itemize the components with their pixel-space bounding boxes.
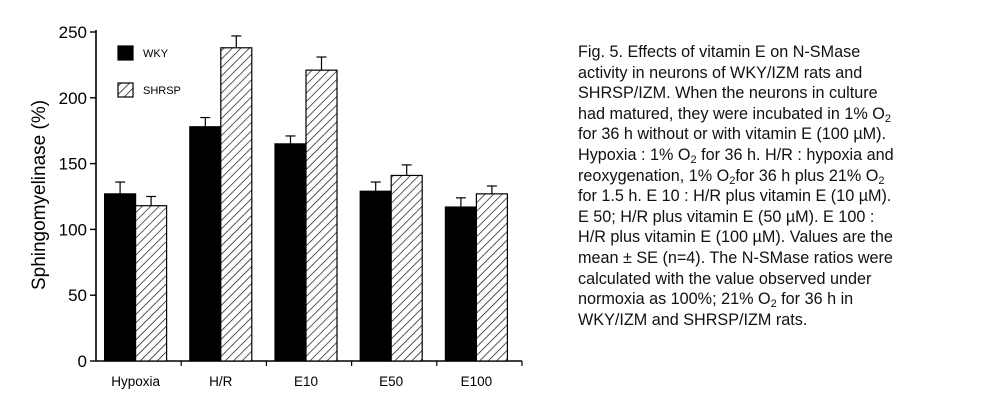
caption-line: Fig. 5. Effects of vitamin E on N-SMase	[578, 43, 861, 61]
y-tick-label: 150	[59, 155, 87, 174]
y-tick-label: 0	[78, 352, 87, 371]
caption-line: WKY/IZM and SHRSP/IZM rats.	[578, 310, 808, 329]
caption-line: for 36 h without or with vitamin E (100 …	[578, 125, 887, 144]
x-tick-label: H/R	[209, 374, 233, 389]
y-tick-label: 100	[59, 220, 87, 239]
axes: 0 50 100 150 200 250 Hypoxia H/R E10 E50 E100	[59, 23, 523, 389]
bar	[103, 193, 137, 362]
caption-line: activity in neurons of WKY/IZM rats and	[578, 63, 863, 82]
caption-line: had matured, they were incubated in 1% O	[578, 104, 885, 123]
subscript: 2	[884, 112, 891, 125]
caption-line: SHRSP/IZM. When the neurons in culture	[578, 84, 878, 103]
bar	[305, 69, 338, 362]
x-tick-label: Hypoxia	[111, 374, 160, 389]
legend: WKY SHRSP	[117, 45, 181, 98]
bar	[475, 193, 508, 362]
bar	[274, 143, 307, 362]
caption-line: Hypoxia : 1% O	[578, 145, 691, 164]
figure-caption: Fig. 5. Effects of vitamin E on N-SMase …	[578, 42, 987, 330]
legend-label: WKY	[143, 48, 169, 60]
legend-swatch	[117, 82, 134, 98]
bar	[220, 47, 253, 362]
bar	[135, 205, 168, 362]
bar	[444, 206, 477, 362]
bar	[359, 190, 392, 362]
bar-chart: 0 50 100 150 200 250 Hypoxia H/R E10 E50 E100 WKY S…	[29, 23, 523, 389]
caption-line: calculated with the value observed under	[578, 269, 872, 288]
y-tick-label: 50	[68, 286, 87, 305]
caption-line: H/R plus vitamin E (100 µM). Values are …	[578, 228, 893, 247]
legend-swatch	[117, 45, 134, 61]
legend-label: SHRSP	[143, 85, 181, 97]
x-tick-label: E50	[379, 374, 403, 389]
caption-line: for 36 h plus 21% O	[735, 166, 879, 185]
caption-line: reoxygenation, 1% O	[578, 166, 730, 185]
caption-line: for 36 h. H/R : hypoxia and	[696, 145, 894, 164]
x-tick-label: E10	[294, 374, 318, 389]
caption-line: for 1.5 h. E 10 : H/R plus vitamin E (10…	[578, 187, 892, 206]
subscript: 2	[770, 298, 777, 311]
y-tick-label: 250	[59, 23, 87, 42]
subscript: 2	[690, 153, 697, 166]
bars	[103, 35, 508, 362]
bar	[390, 174, 423, 362]
subscript: 2	[729, 174, 736, 187]
caption-line: mean ± SE (n=4). The N-SMase ratios were	[578, 248, 893, 267]
caption-line: for 36 h in	[776, 290, 854, 309]
bar	[189, 126, 222, 362]
y-axis-label: Sphingomyelinase (%)	[29, 100, 50, 290]
x-tick-label: E100	[461, 374, 493, 389]
caption-line: E 50; H/R plus vitamin E (50 µM). E 100 …	[578, 207, 875, 226]
y-tick-label: 200	[59, 89, 87, 108]
subscript: 2	[878, 174, 885, 187]
caption-line: normoxia as 100%; 21% O	[578, 290, 771, 309]
